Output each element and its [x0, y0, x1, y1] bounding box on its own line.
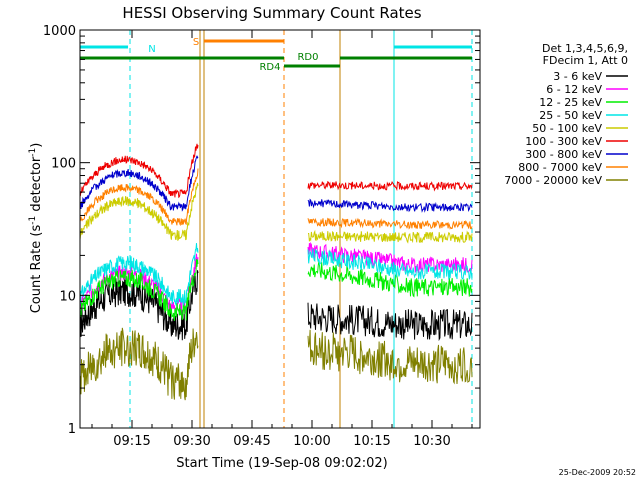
y-tick-label: 10 [59, 289, 76, 304]
legend-label: 7000 - 20000 keV [504, 174, 602, 187]
series-line [80, 327, 473, 401]
legend-label: 800 - 7000 keV [518, 161, 602, 174]
x-axis-label: Start Time (19-Sep-08 09:02:02) [176, 456, 387, 471]
x-tick-label: 09:30 [173, 434, 210, 449]
y-tick-label: 1000 [43, 24, 76, 39]
x-tick-label: 09:15 [113, 434, 150, 449]
legend-label: 12 - 25 keV [539, 96, 602, 109]
legend-label: 25 - 50 keV [539, 109, 602, 122]
series-line [80, 182, 473, 244]
series-line [80, 143, 473, 199]
y-tick-label: 1 [68, 422, 76, 437]
series-line [80, 168, 473, 230]
series-line [80, 155, 473, 213]
legend-header: FDecim 1, Att 0 [543, 54, 628, 67]
annotation-label: RD4 [259, 62, 280, 73]
legend-label: 3 - 6 keV [553, 70, 602, 83]
legend-label: 6 - 12 keV [546, 83, 602, 96]
footer-timestamp: 25-Dec-2009 20:52 [559, 468, 636, 477]
legend-label: 100 - 300 keV [525, 135, 602, 148]
y-tick-label: 100 [51, 157, 76, 172]
annotation-label: S [193, 37, 199, 48]
legend-label: 50 - 100 keV [532, 122, 602, 135]
x-tick-label: 10:00 [293, 434, 330, 449]
annotation-label: RD0 [297, 52, 318, 63]
annotation-label: N [148, 44, 155, 55]
legend-header: Det 1,3,4,5,6,9, [542, 42, 628, 55]
x-tick-label: 09:45 [233, 434, 270, 449]
series-line [80, 259, 473, 321]
x-tick-label: 10:30 [413, 434, 450, 449]
series-line [80, 243, 473, 307]
plot-frame [79, 29, 481, 429]
series-line [80, 270, 473, 342]
x-tick-label: 10:15 [353, 434, 390, 449]
y-axis-label: Count Rate (s-1 detector-1) [28, 143, 44, 314]
legend-label: 300 - 800 keV [525, 148, 602, 161]
chart-title: HESSI Observing Summary Count Rates [122, 4, 421, 22]
